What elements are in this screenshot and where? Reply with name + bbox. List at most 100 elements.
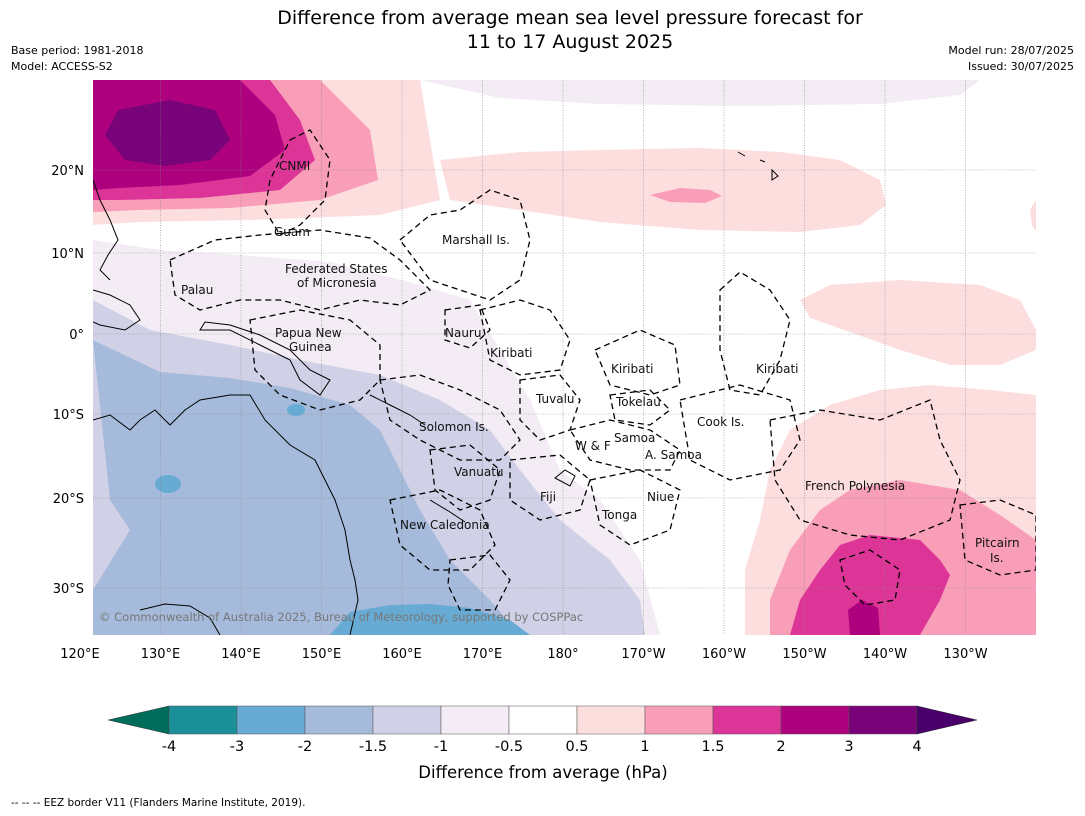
colorbar-segment — [780, 705, 850, 735]
eez-kiribati-west — [479, 299, 571, 376]
label-pitcairn-1: Pitcairn — [975, 536, 1020, 550]
eez-solomon — [379, 374, 521, 461]
coast-philippines — [93, 179, 119, 281]
anomaly-neg-1.5 — [93, 340, 520, 635]
eez-french-polynesia — [769, 399, 961, 541]
colorbar-segment — [848, 705, 918, 735]
coast-solomon — [369, 394, 426, 426]
lat-label: 20°S — [53, 492, 84, 507]
anomaly-neg-2-spot-2 — [287, 404, 305, 416]
lon-label: 120°E — [60, 647, 100, 662]
colorbar-segment — [304, 705, 374, 735]
lon-label: 140°E — [221, 647, 261, 662]
lon-label: 160°E — [382, 647, 422, 662]
colorbar-tick-label: -2 — [298, 739, 312, 755]
colorbar-segment — [576, 705, 646, 735]
lon-label: 160°W — [702, 647, 746, 662]
copyright-notice: © Commonwealth of Australia 2025, Bureau… — [99, 610, 583, 624]
colorbar-tick-label: -0.5 — [495, 739, 523, 755]
label-palau: Palau — [181, 283, 213, 297]
colorbar-segment — [236, 705, 306, 735]
label-guam: Guam — [274, 225, 310, 239]
eez-kiribati-central — [594, 329, 681, 396]
label-kiribati-central: Kiribati — [611, 362, 653, 376]
label-pitcairn-2: Is. — [990, 551, 1004, 565]
lon-label: 140°W — [863, 647, 907, 662]
colorbar-tick-label: -4 — [162, 739, 176, 755]
anomaly-pos-1-ne — [650, 188, 722, 203]
colorbar-label: Difference from average (hPa) — [418, 763, 667, 782]
colorbar-tick-label: -3 — [230, 739, 244, 755]
lon-label: 170°W — [621, 647, 665, 662]
label-american-samoa: A. Samoa — [645, 448, 702, 462]
longitude-labels: 120°E 130°E 140°E 150°E 160°E 170°E 180° 170°W 1… — [60, 647, 987, 662]
map-title: Difference from average mean sea level p… — [0, 6, 1085, 54]
colorbar-segment — [168, 705, 238, 735]
label-png-2: Guinea — [289, 340, 332, 354]
colorbar-tick-label: 2 — [776, 739, 785, 755]
lat-label: 20°N — [51, 164, 84, 179]
label-samoa: Samoa — [614, 431, 655, 445]
eez-tonga-niue — [589, 469, 681, 546]
issued-date: Issued: 30/07/2025 — [967, 60, 1074, 73]
anomaly-pos-0.5-edge — [1030, 200, 1036, 232]
colorbar-tick-label: 1 — [640, 739, 649, 755]
colorbar-segment — [712, 705, 782, 735]
label-niue: Niue — [647, 490, 674, 504]
base-period: Base period: 1981-2018 — [11, 44, 144, 57]
coast-new-caledonia — [429, 499, 466, 523]
label-kiribati-west: Kiribati — [490, 346, 532, 360]
lat-label: 0° — [69, 328, 84, 343]
anomaly-pos-2-se — [848, 600, 880, 635]
colorbar-tick-label: 0.5 — [565, 739, 588, 755]
label-wallis-futuna: W & F — [575, 439, 611, 453]
anomaly-pos-3-nw — [105, 100, 230, 166]
label-french-polynesia: French Polynesia — [805, 479, 905, 493]
label-nauru: Nauru — [445, 326, 481, 340]
anomaly-neg-2-spot — [155, 475, 181, 493]
eez-borders — [169, 129, 1036, 611]
label-fsm-1: Federated States — [285, 262, 387, 276]
run-info: Model run: 28/07/2025 Issued: 30/07/2025 — [948, 43, 1074, 75]
lat-label: 30°S — [53, 582, 84, 597]
lon-label: 170°E — [463, 647, 503, 662]
colorbar-tick-label: 3 — [844, 739, 853, 755]
label-solomon: Solomon Is. — [419, 420, 489, 434]
anomaly-pos-0.5-ne — [440, 148, 886, 232]
eez-new-caledonia — [389, 489, 496, 571]
anomaly-neg-2 — [330, 604, 530, 635]
coast-australia — [93, 394, 359, 635]
pressure-anomaly-field — [93, 80, 1036, 635]
eez-cook — [679, 384, 801, 481]
colorbar-segment — [644, 705, 714, 735]
eez-tokelau — [609, 389, 671, 426]
base-period-info: Base period: 1981-2018 Model: ACCESS-S2 — [11, 43, 143, 75]
eez-wallis-samoa — [568, 419, 681, 471]
anomaly-pos-1.5-se — [790, 535, 950, 635]
latitude-labels: 20°N 10°N 0° 10°S 20°S 30°S — [51, 164, 84, 597]
anomaly-neg-0.5-ne — [420, 80, 980, 106]
eez-pitcairn — [959, 499, 1036, 576]
colorbar-tick-label: -1.5 — [359, 739, 387, 755]
eez-source-note: -- -- -- EEZ border V11 (Flanders Marine… — [11, 797, 306, 809]
label-cnmi: CNMI — [279, 159, 310, 173]
model-name: Model: ACCESS-S2 — [11, 60, 113, 73]
colorbar-tick-label: -1 — [434, 739, 448, 755]
lat-label: 10°N — [51, 247, 84, 262]
colorbar-segment — [508, 705, 578, 735]
anomaly-pos-0.5-e — [800, 280, 1036, 365]
label-new-caledonia: New Caledonia — [400, 518, 490, 532]
colorbar-over-arrow — [916, 705, 978, 735]
graticule — [93, 80, 1036, 635]
lon-label: 130°E — [141, 647, 181, 662]
label-vanuatu: Vanuatu — [454, 465, 504, 479]
eez-cnmi — [264, 129, 331, 236]
coast-fiji — [554, 469, 576, 487]
coastlines — [93, 151, 779, 635]
lon-label: 130°W — [943, 647, 987, 662]
eez-vanuatu — [429, 444, 501, 511]
label-png-1: Papua New — [275, 326, 342, 340]
coast-hawaii — [737, 151, 779, 181]
model-run: Model run: 28/07/2025 — [948, 44, 1074, 57]
